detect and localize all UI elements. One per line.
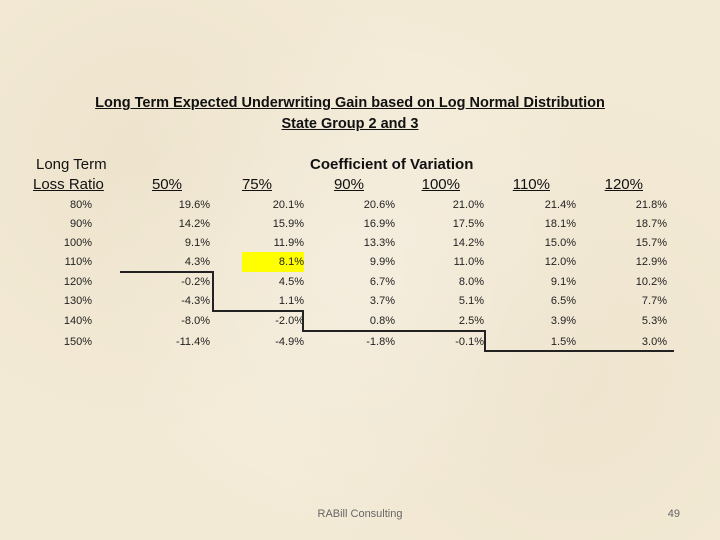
table-cell: 2.5% — [458, 315, 484, 327]
table-cell: -2.0% — [275, 315, 304, 327]
table-cell: 21.0% — [452, 199, 484, 211]
table-cell: 9.1% — [550, 276, 576, 288]
column-header: 50% — [151, 176, 182, 193]
table-cell: 0.8% — [369, 315, 395, 327]
column-header: 100% — [421, 176, 460, 193]
table-cell: 14.2% — [178, 218, 210, 230]
table-cell: 6.5% — [550, 295, 576, 307]
row-header-top: Long Term — [36, 156, 107, 173]
table-cell: -1.8% — [366, 336, 395, 348]
highlighted-cell: 8.1% — [242, 252, 304, 272]
table-cell: -4.9% — [275, 336, 304, 348]
table-cell: 3.9% — [550, 315, 576, 327]
title-line-1: Long Term Expected Underwriting Gain bas… — [95, 95, 605, 111]
table-cell: 7.7% — [641, 295, 667, 307]
table-cell: 13.3% — [363, 237, 395, 249]
page-number: 49 — [667, 508, 680, 520]
table-cell: 18.1% — [544, 218, 576, 230]
table-cell: 11.9% — [273, 237, 304, 249]
table-cell: 12.0% — [544, 256, 576, 268]
table-cell: 5.1% — [458, 295, 484, 307]
table-cell: 11.0% — [453, 256, 484, 268]
table-cell: 9.9% — [369, 256, 395, 268]
table-cell: 12.9% — [635, 256, 667, 268]
table-cell: 5.3% — [641, 315, 667, 327]
table-cell: 20.1% — [272, 199, 304, 211]
table-cell: -8.0% — [181, 315, 210, 327]
row-label: 80% — [69, 199, 92, 211]
table-cell: -11.4% — [175, 336, 210, 348]
boundary-line — [484, 350, 674, 352]
row-label: 90% — [69, 218, 92, 230]
column-header: 120% — [604, 176, 643, 193]
table-cell: 15.0% — [544, 237, 576, 249]
table-cell: 14.2% — [452, 237, 484, 249]
table-cell: 1.5% — [550, 336, 576, 348]
footer-text: RABill Consulting — [317, 508, 403, 520]
table-cell: 4.5% — [278, 276, 304, 288]
table-cell: 6.7% — [369, 276, 395, 288]
column-header: 110% — [512, 176, 550, 193]
table-cell: 21.8% — [635, 199, 667, 211]
table-cell: -0.1% — [455, 336, 484, 348]
row-label: 100% — [63, 237, 92, 249]
table-cell: -0.2% — [181, 276, 210, 288]
table-cell: 4.3% — [184, 256, 210, 268]
boundary-line — [484, 330, 486, 351]
column-header: 75% — [241, 176, 272, 193]
table-cell: 3.0% — [641, 336, 667, 348]
boundary-line — [212, 310, 304, 312]
table-cell: 9.1% — [184, 237, 210, 249]
title-line-2: State Group 2 and 3 — [281, 116, 419, 132]
table-cell: 19.6% — [178, 199, 210, 211]
boundary-line — [212, 271, 214, 311]
row-header-bottom: Loss Ratio — [33, 176, 104, 193]
column-group-title: Coefficient of Variation — [310, 156, 474, 173]
table-cell: -4.3% — [181, 295, 210, 307]
boundary-line — [120, 271, 214, 273]
row-label: 110% — [64, 256, 92, 268]
table-cell: 15.9% — [272, 218, 304, 230]
boundary-line — [302, 310, 304, 331]
table-cell: 21.4% — [544, 199, 576, 211]
row-label: 150% — [63, 336, 92, 348]
table-cell: 10.2% — [635, 276, 667, 288]
table-cell: 18.7% — [635, 218, 667, 230]
table-cell: 16.9% — [363, 218, 395, 230]
column-header: 90% — [333, 176, 364, 193]
table-cell: 20.6% — [363, 199, 395, 211]
table-cell: 15.7% — [635, 237, 667, 249]
boundary-line — [302, 330, 486, 332]
table-cell: 17.5% — [452, 218, 484, 230]
row-label: 130% — [63, 295, 92, 307]
table-cell: 3.7% — [369, 295, 395, 307]
table-cell: 1.1% — [278, 295, 304, 307]
row-label: 120% — [63, 276, 92, 288]
row-label: 140% — [63, 315, 92, 327]
table-cell: 8.0% — [458, 276, 484, 288]
